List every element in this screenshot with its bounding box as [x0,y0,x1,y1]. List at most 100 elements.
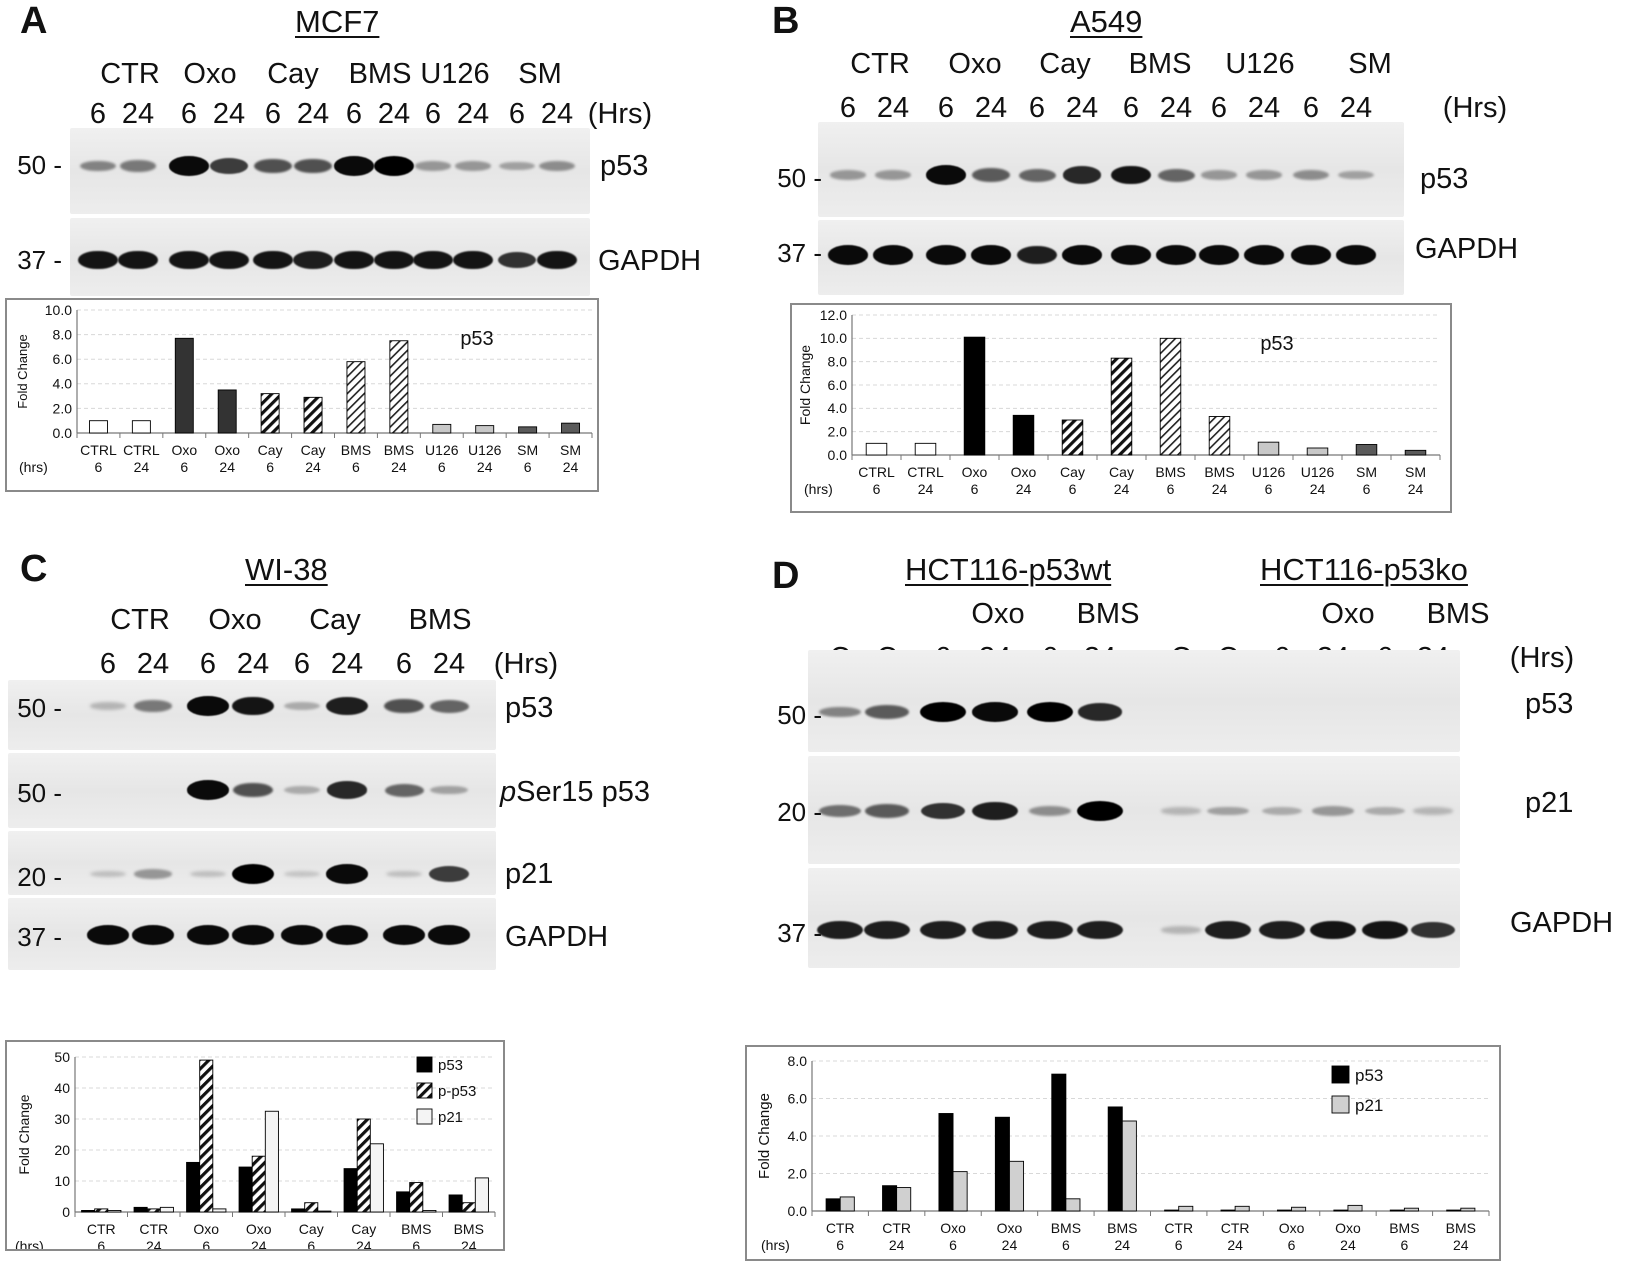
hours-label: 24 [296,98,330,130]
blot-label: GAPDH [598,245,702,277]
mw-marker: 50 - [17,778,62,808]
blot-band [429,699,469,713]
blot-band [1364,806,1406,816]
x-category-label: Oxo [193,1221,219,1237]
x-category-label: SM [517,442,538,458]
y-tick-label: 4.0 [788,1128,808,1144]
bar-p53 [1333,1209,1349,1212]
blot-band [972,702,1018,722]
blot-band [334,156,374,176]
cell-line-title: HCT116-p53ko [1260,552,1468,587]
x-hours-label: 6 [95,459,103,475]
bar [217,389,237,434]
x-hours-label: 24 [1016,481,1032,497]
blot-band [972,168,1010,182]
blot-band [209,250,249,270]
treatment-label: Oxo [183,58,237,90]
hours-unit: (Hrs) [493,648,559,680]
bar [346,361,366,434]
blot-band [453,250,493,270]
chart-title: p53 [1260,333,1293,355]
bar [963,336,986,456]
x-category-label: Oxo [246,1221,272,1237]
panel-a: A MCF7 CTR Oxo Cay BMS U126 SM 6 24 6 24 6 24… [0,0,780,520]
x-category-label: U126 [1252,464,1286,480]
x-category-label: Oxo [1279,1220,1305,1236]
blot-band [384,698,424,714]
blot-band [232,696,274,716]
blot-band [89,870,127,878]
y-tick-label: 2.0 [53,400,73,416]
x-category-label: BMS [1051,1220,1081,1236]
x-hours-label: 6 [1288,1237,1296,1253]
x-category-label: Cay [258,442,283,458]
x-hours-label: 24 [1114,481,1130,497]
x-category-label: Oxo [214,442,240,458]
blot-strip [70,218,590,296]
blot-band [920,921,966,939]
hours-label: 24 [432,648,466,680]
hours-label: 24 [330,648,364,680]
hours-label: 6 [180,98,198,130]
treatment-label: U126 [420,58,490,90]
x-hours-label: 24 [1408,481,1424,497]
blot-band [294,158,332,174]
y-tick-label: 0.0 [788,1203,808,1219]
x-hours-label: 6 [1069,481,1077,497]
x-category-label: CTRL [80,442,117,458]
blot-band [326,781,368,799]
chart-box: 0.0 2.0 4.0 6.0 8.0 10.0 Fold Change CTRL 6 CTRL 2… [5,298,599,492]
blot-band [132,925,174,945]
x-hours-label: 24 [563,459,579,475]
x-hours-label: 24 [305,459,321,475]
mw-marker: 37 - [17,922,62,952]
x-category-label: BMS [1204,464,1234,480]
blot-band [428,866,470,882]
treatment-label: U126 [1225,48,1295,80]
blot-band [864,921,910,939]
blot-band [254,158,292,174]
bar-p21 [1347,1204,1363,1212]
treatment-label: Cay [267,58,319,90]
hours-label: 6 [508,98,526,130]
bar [1208,416,1231,456]
blot-band [1077,801,1123,821]
x-hours-label: 6 [836,1237,844,1253]
x-category-label: Oxo [940,1220,966,1236]
bar-p53 [1164,1209,1180,1212]
treatment-label: Oxo [1321,598,1375,630]
blot-band [972,921,1018,939]
hours-label: 6 [89,98,107,130]
legend-label: p21 [1355,1096,1383,1115]
x-category-label: CTRL [858,464,895,480]
hours-label: 24 [212,98,246,130]
x-category-label: U126 [425,442,459,458]
x-category-label: BMS [401,1221,431,1237]
x-category-label: CTR [139,1221,168,1237]
legend-label: p53 [438,1057,463,1074]
y-tick-label: 40 [54,1080,70,1096]
x-hours-label: 24 [1115,1237,1131,1253]
hours-label: 24 [1247,92,1281,124]
x-hours-label: 6 [202,1238,210,1249]
blot-band [865,705,909,719]
blot-band [374,156,414,176]
bar-p21 [1009,1160,1025,1212]
hours-label: 6 [293,648,311,680]
bar-p53 [1107,1106,1123,1212]
legend-swatch [1331,1095,1350,1114]
mw-marker: 37 - [17,245,62,275]
x-category-label: Cay [301,442,326,458]
blot-band [1246,170,1282,180]
mw-marker: 50 - [17,150,62,180]
blot-band [972,802,1018,820]
x-hours-label: 24 [1453,1237,1469,1253]
blot-strip [70,128,590,214]
y-tick-label: 6.0 [828,377,848,393]
treatment-label: Oxo [208,604,262,636]
blot-band [1077,703,1123,721]
hours-label: 6 [1302,92,1320,124]
